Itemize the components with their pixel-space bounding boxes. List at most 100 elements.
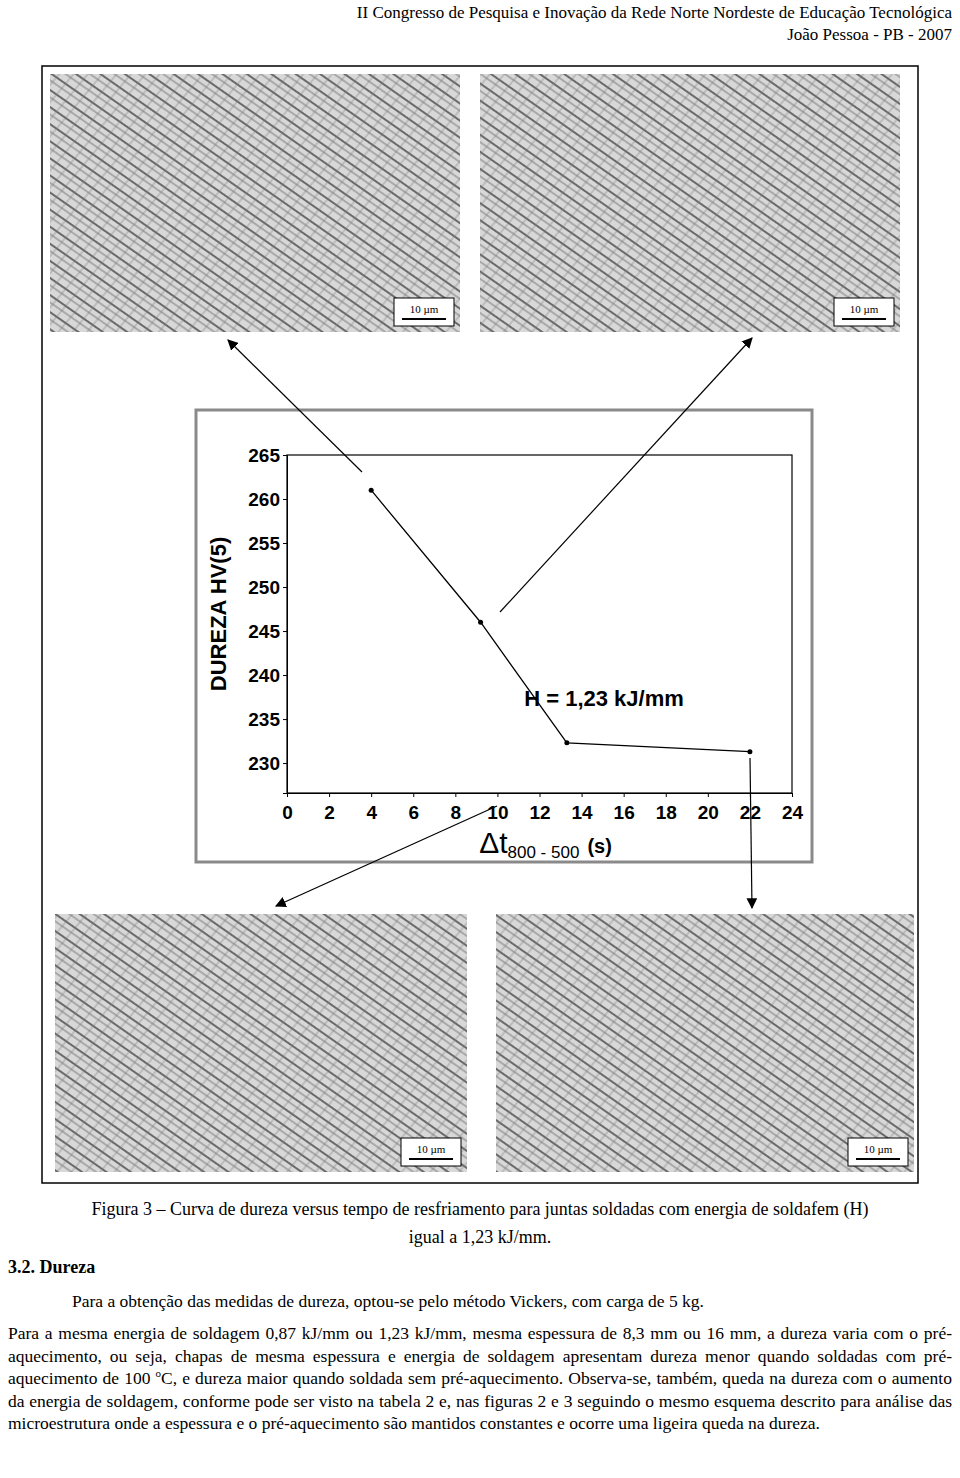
section-heading: 3.2. Dureza	[8, 1257, 95, 1278]
caption-line: igual a 1,23 kJ/mm.	[8, 1223, 952, 1251]
x-tick: 16	[614, 793, 635, 823]
x-tick: 0	[282, 793, 293, 823]
micrograph: 10 µm	[496, 914, 914, 1172]
y-tick-label: 260	[248, 489, 280, 510]
x-tick-mark	[287, 793, 288, 797]
y-tick-label: 265	[248, 445, 280, 466]
x-tick-mark	[371, 793, 372, 797]
y-tick-label: 255	[248, 533, 280, 554]
y-tick: 235	[248, 709, 287, 730]
arrow	[500, 338, 752, 612]
y-tick: 255	[248, 533, 287, 554]
arrow	[228, 340, 362, 472]
x-tick: 8	[451, 793, 462, 823]
x-tick: 2	[324, 793, 335, 823]
annotation: H = 1,23 kJ/mm	[524, 686, 684, 711]
x-tick-label: 16	[614, 802, 635, 823]
data-point	[478, 620, 483, 625]
y-axis-title: DUREZA HV(5)	[206, 537, 231, 691]
chart-panel	[196, 410, 812, 862]
scale-bar-label: 10 µm	[417, 1143, 446, 1155]
x-tick-label: 2	[324, 802, 335, 823]
y-tick-label: 250	[248, 577, 280, 598]
plot-frame	[287, 455, 792, 793]
x-axis-line	[288, 794, 793, 798]
x-tick: 10	[487, 793, 508, 823]
y-tick: 245	[248, 621, 287, 642]
caption: Figura 3 – Curva de dureza versus tempo …	[8, 1195, 952, 1251]
x-tick-mark	[329, 793, 330, 797]
y-tick: 260	[248, 489, 287, 510]
data-point	[369, 488, 374, 493]
header: II Congresso de Pesquisa e Inovação da R…	[357, 2, 952, 46]
x-tick-mark	[497, 793, 498, 797]
x-axis: 024681012141618202224	[282, 793, 803, 823]
x-tick: 20	[698, 793, 719, 823]
micrograph: 10 µm	[50, 74, 460, 332]
x-tick: 4	[366, 793, 377, 823]
data-point	[564, 740, 569, 745]
x-tick-label: 24	[782, 802, 804, 823]
y-tick-mark	[283, 631, 287, 632]
figure-frame	[42, 66, 918, 1183]
x-axis-title: Δt800 - 500 (s)	[479, 826, 612, 862]
x-tick-mark	[624, 793, 625, 797]
x-tick-label: 0	[282, 802, 293, 823]
figure: 10 µm10 µm10 µm10 µm23023524024525025526…	[0, 0, 960, 1192]
x-tick-mark	[540, 793, 541, 797]
y-tick-mark	[283, 587, 287, 588]
x-tick-label: 6	[408, 802, 419, 823]
data-line	[371, 490, 750, 751]
header-line: João Pessoa - PB - 2007	[357, 24, 952, 46]
x-axis-title-sub: 800 - 500	[508, 843, 580, 862]
caption-line: Figura 3 – Curva de dureza versus tempo …	[8, 1195, 952, 1223]
x-tick-label: 12	[529, 802, 550, 823]
y-tick-mark	[283, 763, 287, 764]
y-tick: 250	[248, 577, 287, 598]
x-tick-mark	[582, 793, 583, 797]
y-tick-mark	[283, 719, 287, 720]
y-tick-mark	[283, 455, 287, 456]
y-tick-label: 230	[248, 753, 280, 774]
x-tick: 6	[408, 793, 419, 823]
x-tick-mark	[792, 793, 793, 797]
x-tick-label: 4	[366, 802, 377, 823]
data-point	[747, 749, 752, 754]
x-axis-title-main: Δt	[479, 826, 508, 859]
y-tick-label: 245	[248, 621, 280, 642]
x-tick-mark	[666, 793, 667, 797]
scale-bar-label: 10 µm	[850, 303, 879, 315]
y-tick-mark	[283, 543, 287, 544]
x-tick: 18	[656, 793, 677, 823]
y-axis: 230 235 240 245 250 255 260 265	[248, 445, 287, 794]
paragraph-text: o	[156, 1367, 162, 1379]
paragraph-text: Para a obtenção das medidas de dureza, o…	[72, 1291, 704, 1311]
micrograph: 10 µm	[480, 74, 900, 332]
scale-bar-label: 10 µm	[410, 303, 439, 315]
micrograph: 10 µm	[55, 914, 467, 1172]
arrow	[276, 806, 497, 906]
y-tick: 265	[248, 445, 287, 466]
x-tick-mark	[413, 793, 414, 797]
y-axis-line	[283, 456, 288, 794]
x-tick-label: 18	[656, 802, 677, 823]
x-tick-mark	[708, 793, 709, 797]
x-tick-label: 10	[487, 802, 508, 823]
y-tick: 240	[248, 665, 287, 686]
x-tick-label: 8	[451, 802, 462, 823]
x-tick-mark	[455, 793, 456, 797]
x-tick: 12	[529, 793, 550, 823]
y-tick-mark	[283, 675, 287, 676]
marks	[369, 488, 753, 754]
paragraph: Para a obtenção das medidas de dureza, o…	[72, 1291, 704, 1312]
x-axis-title-unit: (s)	[587, 835, 611, 857]
x-tick-label: 20	[698, 802, 719, 823]
x-tick: 24	[782, 793, 804, 823]
scale-bar-label: 10 µm	[864, 1143, 893, 1155]
x-tick: 14	[572, 793, 594, 823]
y-tick-label: 235	[248, 709, 280, 730]
paragraph: Para a mesma energia de soldagem 0,87 kJ…	[8, 1322, 952, 1435]
y-tick: 230	[248, 753, 287, 774]
arrow	[750, 758, 752, 908]
x-tick-label: 14	[572, 802, 594, 823]
